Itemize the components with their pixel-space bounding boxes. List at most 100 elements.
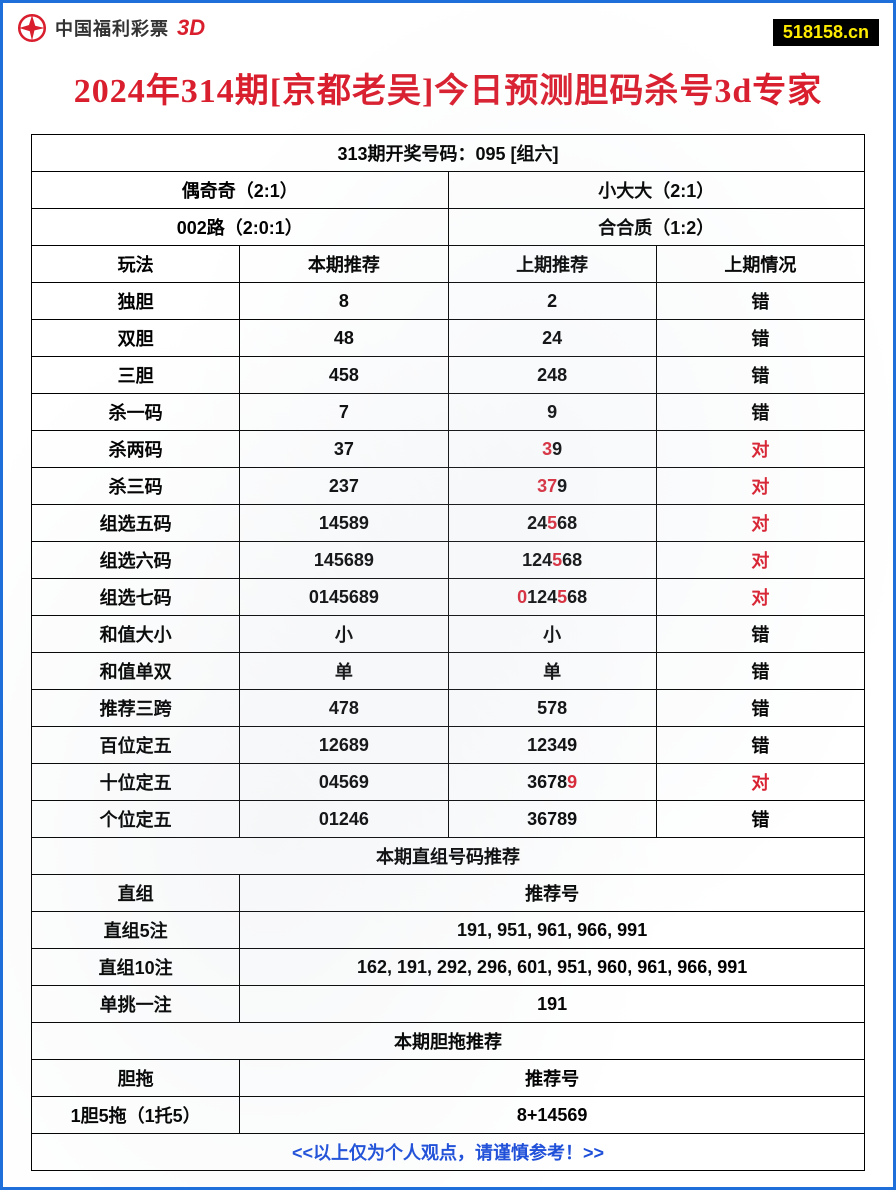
logo-3d-text: 3D <box>177 15 205 41</box>
prev-pick: 小 <box>448 616 656 653</box>
current-pick: 48 <box>240 320 448 357</box>
status-cell: 错 <box>656 653 864 690</box>
main-table-wrap: 313期开奖号码：095 [组六] 偶奇奇（2:1） 小大大（2:1） 002路… <box>3 134 893 1171</box>
status-cell: 错 <box>656 357 864 394</box>
table-row: 组选六码145689124568对 <box>32 542 865 579</box>
play-name: 三胆 <box>32 357 240 394</box>
status-cell: 错 <box>656 283 864 320</box>
prev-pick: 36789 <box>448 764 656 801</box>
status-cell: 错 <box>656 690 864 727</box>
current-pick: 小 <box>240 616 448 653</box>
current-pick: 14589 <box>240 505 448 542</box>
col-prev: 上期推荐 <box>448 246 656 283</box>
col-status: 上期情况 <box>656 246 864 283</box>
play-name: 组选六码 <box>32 542 240 579</box>
play-name: 组选五码 <box>32 505 240 542</box>
draw-result-row: 313期开奖号码：095 [组六] <box>32 135 865 172</box>
footer-row: <<以上仅为个人观点，请谨慎参考！>> <box>32 1134 865 1171</box>
table-row: 1胆5拖（1托5）8+14569 <box>32 1097 865 1134</box>
col-play: 玩法 <box>32 246 240 283</box>
table-row: 三胆458248错 <box>32 357 865 394</box>
quality-cell: 合合质（1:2） <box>448 209 865 246</box>
dantuo-section-header: 本期胆拖推荐 <box>32 1023 865 1060</box>
prev-pick: 248 <box>448 357 656 394</box>
logo: 中国福利彩票 3D <box>15 11 205 45</box>
direct-col-header: 直组 推荐号 <box>32 875 865 912</box>
status-cell: 对 <box>656 579 864 616</box>
info-row-2: 002路（2:0:1） 合合质（1:2） <box>32 209 865 246</box>
current-pick: 237 <box>240 468 448 505</box>
prev-pick: 379 <box>448 468 656 505</box>
current-pick: 37 <box>240 431 448 468</box>
play-name: 百位定五 <box>32 727 240 764</box>
play-name: 双胆 <box>32 320 240 357</box>
direct-name: 直组10注 <box>32 949 240 986</box>
status-cell: 对 <box>656 468 864 505</box>
play-name: 杀三码 <box>32 468 240 505</box>
current-pick: 458 <box>240 357 448 394</box>
direct-label: 直组 <box>32 875 240 912</box>
col-current: 本期推荐 <box>240 246 448 283</box>
page-title: 2024年314期[京都老吴]今日预测胆码杀号3d专家 <box>13 63 883 112</box>
dantuo-value: 8+14569 <box>240 1097 865 1134</box>
status-cell: 对 <box>656 431 864 468</box>
prev-pick: 单 <box>448 653 656 690</box>
prev-pick: 36789 <box>448 801 656 838</box>
current-pick: 04569 <box>240 764 448 801</box>
status-cell: 错 <box>656 801 864 838</box>
site-badge: 518158.cn <box>773 19 879 46</box>
play-name: 和值大小 <box>32 616 240 653</box>
current-pick: 单 <box>240 653 448 690</box>
prev-pick: 39 <box>448 431 656 468</box>
table-row: 和值大小小小错 <box>32 616 865 653</box>
footer-note: <<以上仅为个人观点，请谨慎参考！>> <box>32 1134 865 1171</box>
direct-rec: 推荐号 <box>240 875 865 912</box>
dantuo-label: 胆拖 <box>32 1060 240 1097</box>
table-row: 推荐三跨478578错 <box>32 690 865 727</box>
direct-section-header: 本期直组号码推荐 <box>32 838 865 875</box>
info-row-1: 偶奇奇（2:1） 小大大（2:1） <box>32 172 865 209</box>
route-cell: 002路（2:0:1） <box>32 209 449 246</box>
prev-pick: 12349 <box>448 727 656 764</box>
status-cell: 错 <box>656 727 864 764</box>
status-cell: 错 <box>656 394 864 431</box>
play-name: 组选七码 <box>32 579 240 616</box>
column-header-row: 玩法 本期推荐 上期推荐 上期情况 <box>32 246 865 283</box>
play-name: 独胆 <box>32 283 240 320</box>
current-pick: 0145689 <box>240 579 448 616</box>
prev-pick: 9 <box>448 394 656 431</box>
play-name: 杀两码 <box>32 431 240 468</box>
current-pick: 478 <box>240 690 448 727</box>
lottery-logo-icon <box>15 11 49 45</box>
table-row: 和值单双单单错 <box>32 653 865 690</box>
table-row: 直组5注191, 951, 961, 966, 991 <box>32 912 865 949</box>
current-pick: 12689 <box>240 727 448 764</box>
odd-even-cell: 偶奇奇（2:1） <box>32 172 449 209</box>
table-row: 百位定五1268912349错 <box>32 727 865 764</box>
dantuo-rec: 推荐号 <box>240 1060 865 1097</box>
status-cell: 对 <box>656 505 864 542</box>
prediction-table: 313期开奖号码：095 [组六] 偶奇奇（2:1） 小大大（2:1） 002路… <box>31 134 865 1171</box>
table-row: 个位定五0124636789错 <box>32 801 865 838</box>
table-row: 单挑一注191 <box>32 986 865 1023</box>
prev-pick: 24 <box>448 320 656 357</box>
status-cell: 错 <box>656 320 864 357</box>
logo-text: 中国福利彩票 <box>55 15 169 41</box>
play-name: 杀一码 <box>32 394 240 431</box>
direct-name: 单挑一注 <box>32 986 240 1023</box>
play-name: 推荐三跨 <box>32 690 240 727</box>
current-pick: 7 <box>240 394 448 431</box>
prev-pick: 2 <box>448 283 656 320</box>
current-pick: 8 <box>240 283 448 320</box>
draw-result: 313期开奖号码：095 [组六] <box>32 135 865 172</box>
play-name: 十位定五 <box>32 764 240 801</box>
dantuo-header: 本期胆拖推荐 <box>32 1023 865 1060</box>
header-bar: 中国福利彩票 3D 518158.cn <box>3 3 893 45</box>
direct-value: 191, 951, 961, 966, 991 <box>240 912 865 949</box>
table-row: 独胆82错 <box>32 283 865 320</box>
table-row: 杀两码3739对 <box>32 431 865 468</box>
prev-pick: 24568 <box>448 505 656 542</box>
table-row: 杀三码237379对 <box>32 468 865 505</box>
table-row: 直组10注162, 191, 292, 296, 601, 951, 960, … <box>32 949 865 986</box>
prev-pick: 124568 <box>448 542 656 579</box>
